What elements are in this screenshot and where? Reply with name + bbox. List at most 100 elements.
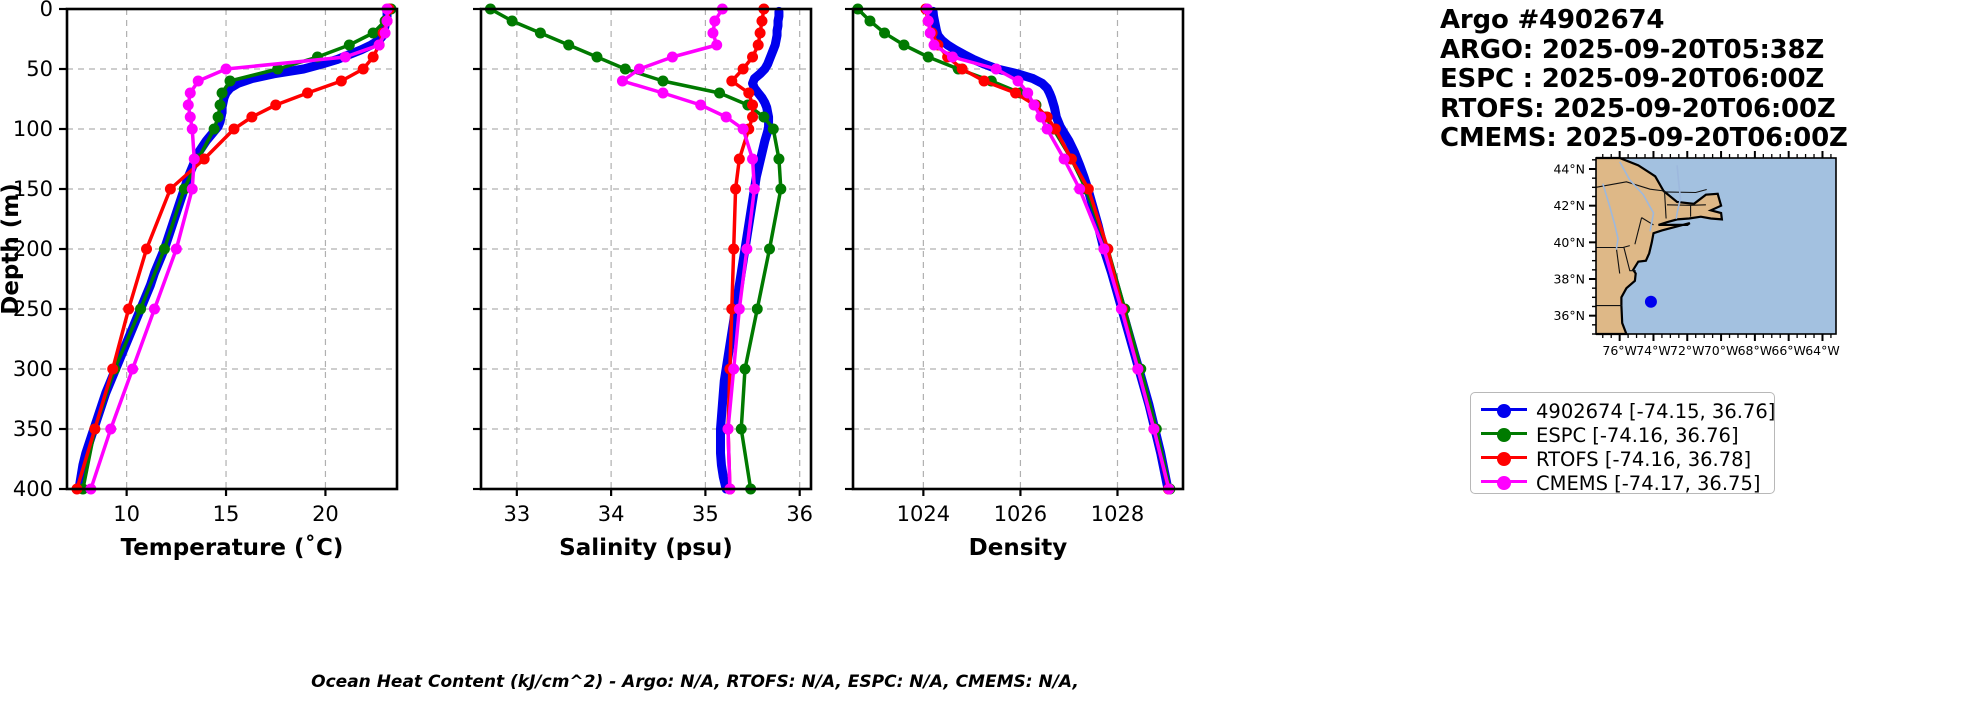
map-lon-label: 66°W [1771, 343, 1806, 358]
map-river [1618, 161, 1655, 232]
series-marker-espc [506, 15, 518, 27]
location-map-svg[interactable]: 36°N 38°N 40°N 42°N 44°N 76°W 74°W 72°W 70°W 68°W… [1538, 150, 1843, 358]
series-marker-cmems [990, 63, 1002, 75]
series-marker-rtofs [367, 51, 379, 63]
series-marker-rtofs [1010, 87, 1022, 99]
series-marker-cmems [924, 27, 936, 39]
legend-swatch-cmems [1481, 475, 1527, 490]
series-marker-cmems [220, 63, 232, 75]
map-lon-label: 68°W [1738, 343, 1773, 358]
map-river [1602, 183, 1619, 250]
map-state-border [1595, 181, 1665, 192]
legend-item[interactable]: CMEMS [-74.17, 36.75] [1481, 471, 1764, 495]
series-marker-rtofs [335, 75, 347, 87]
series-marker-cmems [748, 183, 760, 195]
side-info-column: Argo #4902674 ARGO: 2025-09-20T05:38Z ES… [1390, 0, 1967, 712]
series-marker-cmems [741, 243, 753, 255]
panel-temperature: 10 15 20050100150200250300350400Temperatur… [0, 0, 399, 561]
series-marker-cmems [186, 123, 198, 135]
series-marker-espc [212, 111, 224, 123]
map-lat-label: 38°N [1553, 272, 1585, 287]
series-marker-cmems [1098, 243, 1110, 255]
map-state-border [1623, 247, 1636, 272]
map-lon-label: 72°W [1670, 343, 1705, 358]
panel-salinity: 33 34 35 36 Salinity (psu) [473, 3, 813, 561]
series-marker-espc [714, 87, 726, 99]
legend-item[interactable]: ESPC [-74.16, 36.76] [1481, 423, 1764, 447]
series-marker-rtofs [956, 63, 968, 75]
series-marker-rtofs [357, 63, 369, 75]
series-marker-espc [898, 39, 910, 51]
series-marker-cmems [1148, 423, 1160, 435]
map-state-border [1634, 217, 1643, 245]
map-lon-label: 70°W [1704, 343, 1739, 358]
series-marker-rtofs [756, 15, 768, 27]
series-marker-espc [272, 63, 284, 75]
series-marker-espc [343, 39, 355, 51]
series-marker-espc [739, 363, 751, 375]
series-marker-rtofs [270, 99, 282, 111]
series-marker-cmems [722, 423, 734, 435]
series-marker-cmems [184, 111, 196, 123]
ytick-label: 400 [13, 477, 53, 501]
series-marker-cmems [186, 183, 198, 195]
series-marker-espc [751, 303, 763, 315]
series-marker-cmems [1035, 111, 1047, 123]
map-lat-label: 40°N [1553, 235, 1585, 250]
xtick-label: 1024 [897, 502, 950, 526]
series-marker-rtofs [978, 75, 990, 87]
series-marker-espc [367, 27, 379, 39]
series-marker-espc [534, 27, 546, 39]
series-legend: 4902674 [-74.15, 36.76] ESPC [-74.16, 36… [1470, 392, 1775, 495]
series-marker-espc [563, 39, 575, 51]
series-marker-espc [879, 27, 891, 39]
legend-swatch-argo [1481, 403, 1527, 418]
series-marker-espc [216, 87, 228, 99]
series-marker-cmems [666, 51, 678, 63]
series-marker-cmems [127, 363, 139, 375]
series-marker-rtofs [89, 423, 101, 435]
series-marker-cmems [170, 243, 182, 255]
legend-item[interactable]: 4902674 [-74.15, 36.76] [1481, 399, 1775, 423]
series-marker-cmems [1058, 153, 1070, 165]
series-marker-rtofs [737, 63, 749, 75]
map-state-border [1663, 190, 1667, 219]
series-marker-rtofs [733, 153, 745, 165]
map-state-border [1615, 247, 1621, 274]
series-marker-rtofs [302, 87, 314, 99]
map-lat-label: 42°N [1553, 198, 1585, 213]
series-marker-rtofs [164, 183, 176, 195]
series-marker-rtofs [730, 183, 742, 195]
ytick-label: 250 [13, 297, 53, 321]
series-marker-espc [758, 111, 770, 123]
series-marker-rtofs [228, 123, 240, 135]
series-line-argo [715, 6, 784, 494]
series-marker-rtofs [123, 303, 135, 315]
series-marker-espc [735, 423, 747, 435]
location-map[interactable]: 36°N 38°N 40°N 42°N 44°N 76°W 74°W 72°W 70°W 68°W… [1538, 150, 1843, 358]
legend-item[interactable]: RTOFS [-74.16, 36.78] [1481, 447, 1764, 471]
ytick-label: 350 [13, 417, 53, 441]
series-marker-rtofs [754, 27, 766, 39]
map-float-marker [1644, 295, 1657, 308]
ytick-label: 0 [40, 0, 53, 21]
series-marker-cmems [728, 363, 740, 375]
series-marker-rtofs [726, 303, 738, 315]
xtick-label: 33 [503, 502, 530, 526]
series-marker-espc [864, 15, 876, 27]
series-marker-cmems [928, 39, 940, 51]
series-marker-cmems [733, 303, 745, 315]
map-coastline [1596, 156, 1724, 336]
series-marker-cmems [737, 123, 749, 135]
panel-density: 1024 1026 1028 Density [845, 3, 1185, 561]
series-marker-espc [773, 153, 785, 165]
series-marker-cmems [747, 153, 759, 165]
map-landmass [1596, 158, 1722, 334]
series-marker-cmems [184, 87, 196, 99]
map-lon-label: 74°W [1636, 343, 1671, 358]
series-marker-cmems [192, 75, 204, 87]
yaxis-label-depth: Depth (m) [0, 183, 24, 315]
legend-swatch-rtofs [1481, 451, 1527, 466]
series-marker-espc [135, 303, 147, 315]
